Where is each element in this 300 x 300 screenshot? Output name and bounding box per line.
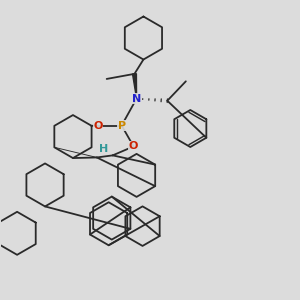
Text: H: H <box>99 143 108 154</box>
Polygon shape <box>133 74 136 99</box>
Text: O: O <box>93 121 102 130</box>
Text: O: O <box>129 141 138 152</box>
Text: P: P <box>118 121 126 130</box>
Text: N: N <box>132 94 141 103</box>
